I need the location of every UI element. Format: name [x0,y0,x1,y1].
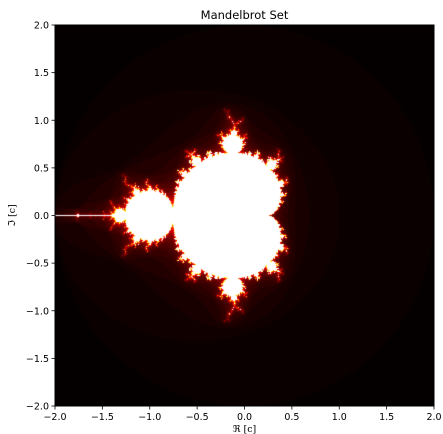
y-axis-label: ℑ [c] [7,204,18,226]
x-tick-label: −2.0 [43,412,66,423]
chart-title: Mandelbrot Set [201,8,289,22]
y-tick-label: −2.0 [26,402,49,413]
x-tick-label: 0.0 [237,412,252,423]
x-tick-label: 1.0 [332,412,347,423]
plot-frame [54,24,435,407]
x-tick-label: 2.0 [426,412,441,423]
y-tick-label: −1.5 [26,354,49,365]
y-tick-label: 2.0 [34,21,49,32]
x-tick-label: 0.5 [284,412,299,423]
y-tick-label: 0.0 [34,211,49,222]
x-tick-label: −1.0 [138,412,161,423]
y-tick-label: −1.0 [26,306,49,317]
x-tick-label: −1.5 [91,412,114,423]
y-tick-label: 0.5 [34,163,49,174]
x-tick-label: −0.5 [186,412,209,423]
x-axis-ticks: −2.0 −1.5 −1.0 −0.5 0.0 0.5 1.0 1.5 2.0 [43,406,442,423]
y-tick-label: −0.5 [26,259,49,270]
y-axis-ticks: −2.0 −1.5 −1.0 −0.5 0.0 0.5 1.0 1.5 2.0 [26,21,55,413]
mandelbrot-heatmap [55,25,434,406]
x-tick-label: 1.5 [379,412,394,423]
y-tick-label: 1.0 [34,116,49,127]
x-axis-label: ℜ [c] [233,424,257,434]
y-tick-label: 1.5 [34,68,49,79]
